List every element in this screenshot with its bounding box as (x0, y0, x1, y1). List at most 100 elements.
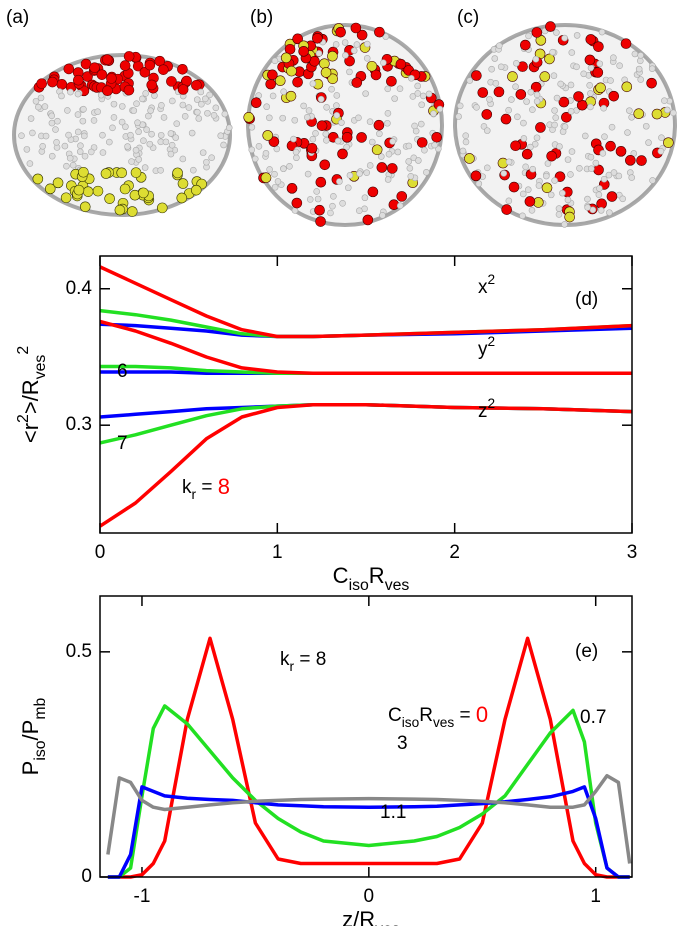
particle (177, 84, 189, 95)
particle (106, 73, 117, 84)
particle (61, 142, 69, 150)
kr-label-part: = (196, 477, 218, 498)
particle (500, 113, 512, 125)
particle (576, 164, 583, 172)
particle (376, 162, 388, 173)
particle (126, 206, 138, 217)
particle (316, 120, 328, 131)
particle (637, 52, 644, 59)
particle (206, 91, 213, 99)
particle (74, 90, 82, 98)
particle (573, 32, 581, 39)
particle (119, 183, 131, 195)
particle (533, 134, 541, 142)
particle (371, 144, 383, 156)
particle (58, 92, 65, 100)
particle (535, 182, 543, 189)
particle (243, 112, 255, 123)
particle (584, 54, 596, 66)
particle (309, 80, 317, 87)
particle (315, 216, 326, 227)
particle (553, 94, 561, 102)
particle (341, 39, 349, 46)
particle (104, 193, 115, 204)
y-axis-label-part: 2 (15, 414, 32, 423)
y-tick-label: 0.4 (66, 278, 93, 299)
particle (477, 87, 489, 98)
particle (406, 164, 414, 172)
y-tick-label: 0 (81, 866, 92, 887)
particle (587, 90, 594, 97)
particle (417, 120, 425, 128)
particle (135, 156, 143, 163)
particle (593, 164, 604, 176)
particle (97, 91, 105, 99)
particle (334, 137, 342, 145)
particle (513, 59, 520, 67)
x-tick-label: 3 (627, 542, 638, 563)
particle (519, 212, 526, 220)
particle (39, 142, 46, 150)
particle (585, 34, 597, 45)
particle (304, 170, 312, 178)
particle (280, 165, 287, 173)
particle (157, 131, 165, 139)
particle (550, 72, 558, 79)
panel-label: (b) (250, 7, 273, 28)
particle (335, 26, 346, 38)
particle (319, 159, 331, 171)
particle (488, 65, 495, 73)
particle (338, 119, 345, 126)
particle (32, 173, 44, 185)
particle (203, 158, 210, 166)
particle (425, 90, 433, 98)
particle (279, 114, 287, 122)
particle (377, 153, 385, 160)
particle (592, 67, 604, 78)
particle (52, 177, 64, 189)
particle (512, 83, 519, 90)
particle (384, 85, 392, 93)
particle (177, 63, 188, 75)
particle (138, 187, 149, 199)
particle (212, 104, 220, 112)
particle (517, 61, 528, 72)
series-line (107, 636, 630, 879)
particle (521, 148, 533, 160)
particle (533, 98, 541, 105)
particle (466, 77, 474, 84)
particle (208, 154, 215, 161)
particle (327, 209, 334, 217)
particle (628, 113, 635, 121)
particle (520, 135, 528, 142)
particle (555, 205, 563, 212)
particle (564, 156, 572, 163)
particle (139, 95, 146, 103)
particle (312, 130, 319, 137)
x-axis-label: CisoRves (333, 563, 410, 594)
panel-label: (d) (575, 289, 598, 310)
particle (363, 54, 371, 62)
particle (543, 172, 550, 180)
particle (346, 68, 353, 76)
particle (500, 170, 508, 177)
particle (353, 41, 361, 48)
particle (396, 191, 408, 202)
particle (385, 150, 393, 158)
particle (333, 112, 341, 119)
particle (280, 52, 292, 64)
particle (300, 102, 307, 110)
particle (160, 114, 168, 121)
particle (47, 76, 58, 88)
x-tick-label: 2 (449, 542, 460, 563)
particle (505, 197, 513, 205)
particle (664, 106, 671, 114)
series-label: 0.7 (580, 707, 606, 728)
x-axis-label-part: iso (349, 577, 369, 594)
particle (306, 142, 318, 154)
particle (74, 111, 82, 118)
particle (147, 107, 154, 114)
particle (505, 158, 513, 166)
particle (587, 103, 594, 111)
